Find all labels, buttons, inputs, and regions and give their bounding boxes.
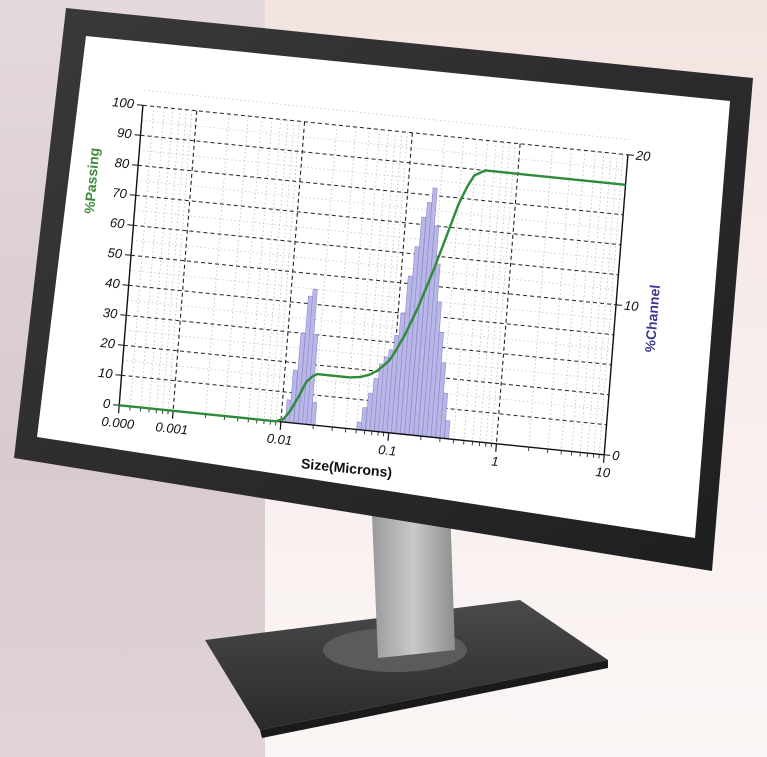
grid-horizontal xyxy=(121,374,607,426)
y-left-tick-label: 10 xyxy=(98,365,114,381)
grid-horizontal-minor xyxy=(134,209,620,261)
grid-major-vertical xyxy=(172,110,198,411)
grid-horizontal-minor xyxy=(129,269,615,321)
y-left-tick-label: 0 xyxy=(102,396,111,412)
grid-horizontal-minor xyxy=(132,239,618,291)
y-left-tick-label: 100 xyxy=(112,94,136,111)
grid-horizontal xyxy=(142,104,628,156)
passing-line xyxy=(119,169,626,423)
y-left-tick-label: 20 xyxy=(99,335,116,352)
monitor-stand-neck xyxy=(372,505,455,658)
grid-horizontal xyxy=(131,254,617,306)
grid-horizontal xyxy=(126,314,612,366)
monitor-screen xyxy=(37,36,730,538)
y-right-tick-mark xyxy=(627,154,634,156)
x-major-tick-mark xyxy=(495,443,498,452)
y-left-tick-label: 50 xyxy=(107,245,123,261)
x-tick-label: 0.01 xyxy=(266,431,292,449)
y-left-tick-mark xyxy=(120,314,127,316)
grid-horizontal xyxy=(140,134,626,186)
grid-horizontal xyxy=(123,344,609,396)
y-left-tick-mark xyxy=(115,374,122,376)
y-left-tick-mark xyxy=(125,254,132,256)
chart-grid xyxy=(121,89,630,455)
grid-horizontal-minor xyxy=(144,89,630,141)
y-right-tick-label: 20 xyxy=(634,148,651,165)
y-left-tick-mark xyxy=(136,104,143,106)
grid-horizontal xyxy=(135,194,621,246)
grid-major-vertical xyxy=(495,143,521,444)
y-left-tick-label: 30 xyxy=(102,305,118,321)
y-left-tick-label: 90 xyxy=(117,125,133,141)
y-left-tick-mark xyxy=(134,134,141,136)
grid-horizontal-minor xyxy=(139,149,625,201)
x-major-tick-mark xyxy=(387,432,390,441)
x-tick-label: 0.001 xyxy=(155,419,189,437)
y-left-tick-mark xyxy=(122,284,129,286)
x-major-tick-mark xyxy=(171,410,174,419)
grid-horizontal-minor xyxy=(141,119,627,171)
x-tick-label: 1 xyxy=(491,453,499,469)
grid-horizontal xyxy=(128,284,614,336)
y-right-tick-mark xyxy=(604,454,611,456)
y-left-tick-mark xyxy=(132,164,139,166)
y-left-tick-label: 70 xyxy=(112,185,128,201)
x-major-tick-mark xyxy=(117,405,120,414)
y-left-tick-mark xyxy=(113,404,120,406)
y-right-tick-mark xyxy=(616,304,623,306)
grid-horizontal xyxy=(133,224,619,276)
y-left-tick-label: 40 xyxy=(105,275,121,291)
grid-horizontal-minor xyxy=(136,179,622,231)
y-axis-right-title: %Channel xyxy=(642,284,663,353)
y-right-tick-label: 0 xyxy=(612,448,621,464)
x-major-tick-mark xyxy=(279,421,282,430)
y-left-tick-label: 60 xyxy=(109,215,125,231)
x-tick-label: 0.1 xyxy=(378,442,397,459)
y-axis-left-title: %Passing xyxy=(81,147,102,215)
y-left-tick-label: 80 xyxy=(114,155,130,171)
passing-line-layer xyxy=(119,169,626,423)
y-left-tick-mark xyxy=(129,194,136,196)
y-left-tick-mark xyxy=(127,224,134,226)
grid-horizontal-minor xyxy=(125,329,611,381)
grid-horizontal-minor xyxy=(122,359,608,411)
x-major-tick-mark xyxy=(602,454,605,463)
y-left-tick-mark xyxy=(117,344,124,346)
monitor-base-edge xyxy=(260,660,608,738)
y-right-tick-label: 10 xyxy=(623,298,639,314)
x-tick-label: 0.000 xyxy=(101,414,135,432)
grid-horizontal xyxy=(138,164,624,216)
grid-horizontal-minor xyxy=(127,299,613,351)
x-tick-label: 10 xyxy=(595,464,611,480)
